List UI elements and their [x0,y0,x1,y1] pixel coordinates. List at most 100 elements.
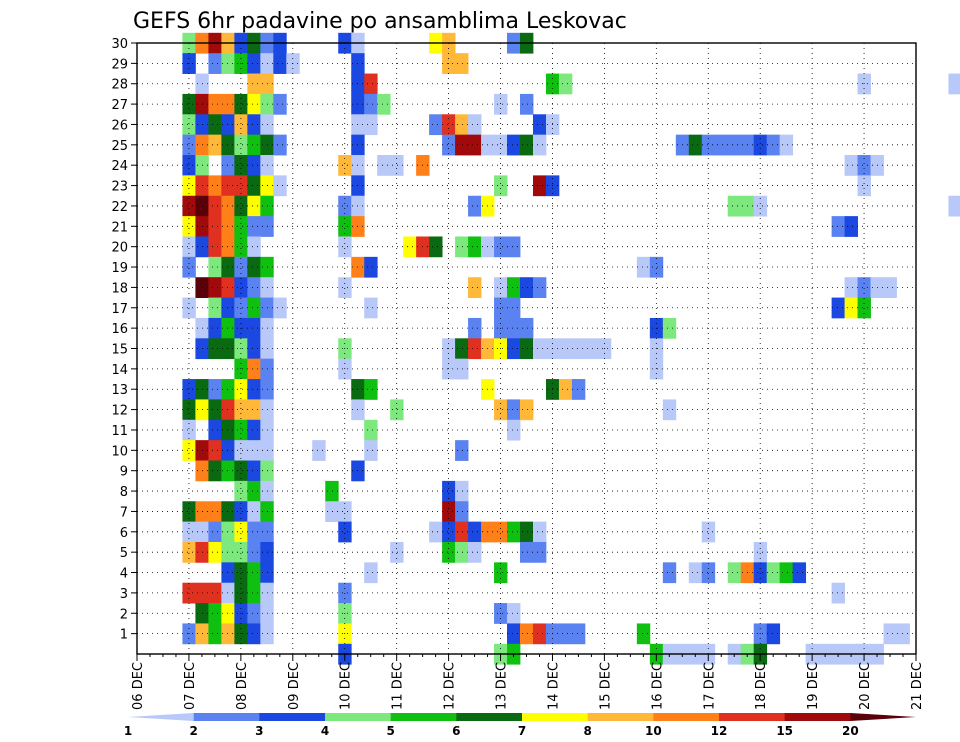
heatmap-cell [468,195,482,217]
heatmap-cell [520,399,534,421]
heatmap-cell [714,134,729,156]
heatmap-cell [753,541,768,563]
heatmap-cell [221,317,235,339]
heatmap-cell [221,338,235,360]
heatmap-cell [727,562,742,584]
y-tick-label: 19 [111,261,128,276]
heatmap-cell [649,358,664,380]
heatmap-cell [468,521,482,543]
heatmap-cell [208,114,222,136]
heatmap-cell [753,195,768,217]
heatmap-cell [247,603,261,624]
heatmap-cell [701,521,716,543]
heatmap-cell [455,338,469,360]
heatmap-cell [520,541,534,563]
y-tick-label: 21 [111,220,128,235]
heatmap-cell [221,114,235,136]
grid-lines [137,42,916,654]
y-tick-label: 25 [111,139,128,154]
heatmap-cell [364,440,378,461]
heatmap-cell [208,440,222,461]
heatmap-cell [766,623,781,645]
y-tick-label: 23 [111,180,128,195]
y-tick-label: 3 [120,587,128,602]
heatmap-cell [532,623,547,645]
x-tick-label: 20 DEC [858,662,873,710]
y-tick-label: 13 [111,383,128,398]
heatmap-cell [182,195,196,217]
heatmap-cell [766,562,781,584]
heatmap-cell [247,480,261,502]
heatmap-cell [468,134,482,156]
heatmap-cell [662,317,677,339]
heatmap-cell [507,317,521,339]
y-tick-label: 8 [120,485,128,500]
color-scale-swatch [259,713,326,721]
heatmap-cell [364,379,378,400]
color-scale-swatch [456,713,523,721]
color-scale-swatch [325,713,392,721]
heatmap-cell [364,93,378,115]
heatmap-cell [208,53,222,74]
heatmap-cell [325,480,339,502]
y-tick-label: 20 [111,241,128,256]
heatmap-cell [247,216,261,237]
heatmap-cell [234,440,248,461]
heatmap-cell [182,93,196,115]
heatmap-cell [234,379,248,400]
heatmap-cell [455,114,469,136]
heatmap-cell [558,379,573,400]
y-tick-label: 16 [111,322,128,337]
heatmap-cell [571,379,586,400]
heatmap-cell [532,338,547,360]
heatmap-cell [338,501,352,523]
heatmap-cell [234,521,248,543]
heatmap-cell [221,134,235,156]
heatmap-cell [831,582,845,604]
heatmap-cell [507,297,521,319]
color-scale-swatch [653,713,720,721]
heatmap-cell [234,480,248,502]
heatmap-cell [338,236,352,258]
heatmap-cell [390,541,404,563]
heatmap-cell [636,623,651,645]
heatmap-cell [221,501,235,523]
heatmap-cell [234,155,248,176]
heatmap-cell [727,195,742,217]
heatmap-cell [273,134,287,156]
y-tick-label: 17 [111,302,128,317]
heatmap-cell [844,297,858,319]
heatmap-cell [182,541,196,563]
heatmap-cell [247,134,261,156]
heatmap-cell [442,521,456,543]
y-tick-label: 12 [111,404,128,419]
heatmap-cell [182,399,196,421]
heatmap-cell [182,419,196,441]
heatmap-cell [234,134,248,156]
heatmap-cell [364,419,378,441]
heatmap-cell [520,521,534,543]
heatmap-cell [182,440,196,461]
x-tick-label: 18 DEC [754,662,769,710]
heatmap-cell [338,358,352,380]
heatmap-cell [857,297,871,319]
heatmap-cell [896,623,910,645]
heatmap-cell [532,521,547,543]
color-scale-swatch [850,713,916,721]
heatmap-cell [494,297,508,319]
heatmap-cell [455,53,469,74]
x-tick-label: 10 DEC [339,662,354,710]
heatmap-cell [364,297,378,319]
heatmap-cell [507,134,521,156]
heatmap-cell [273,175,287,197]
heatmap-cell [208,521,222,543]
heatmap-cell [247,521,261,543]
heatmap-cell [403,236,417,258]
heatmap-cell [234,419,248,441]
heatmap-cell [221,379,235,400]
y-tick-label: 5 [120,546,128,561]
heatmap-cell [532,114,547,136]
heatmap-cell [455,541,469,563]
heatmap-cell [247,399,261,421]
heatmap-cell [857,277,871,298]
